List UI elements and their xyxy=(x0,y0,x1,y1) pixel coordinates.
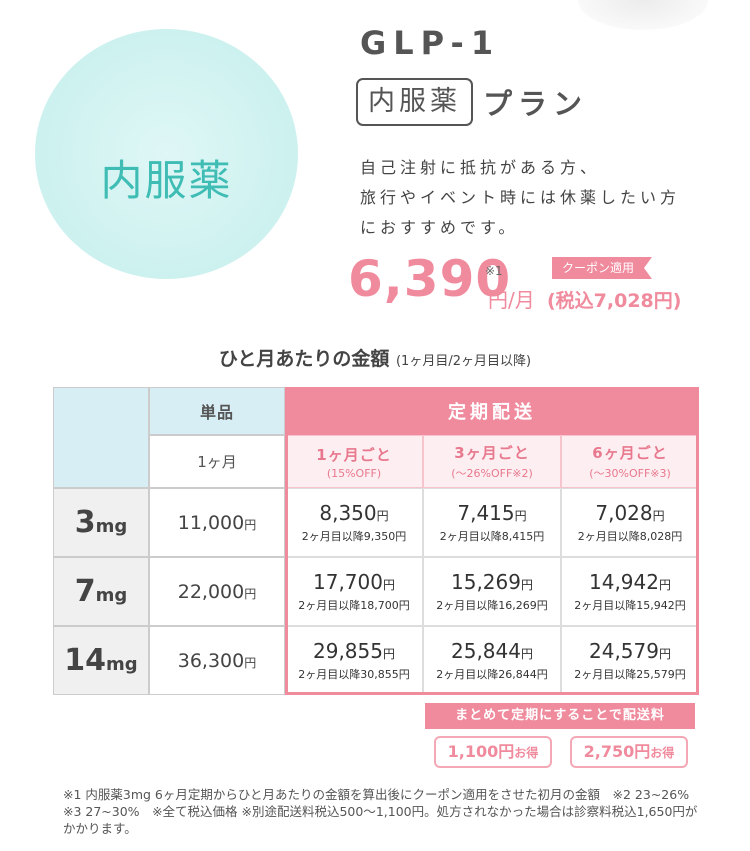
corner-cell xyxy=(53,387,149,488)
plan-header-6m: 6ヶ月ごと (〜30%OFF※3) xyxy=(561,435,699,488)
description-line: 自己注射に抵抗がある方、 xyxy=(360,158,601,177)
footnote: ※1 内服薬3mg 6ヶ月定期からひと月あたりの金額を算出後にクーポン適用をさせ… xyxy=(63,787,702,836)
table-title-note: (1ヶ月目/2ヶ月目以降) xyxy=(395,354,532,369)
price-note: ※1 xyxy=(485,264,503,278)
plan-description: 自己注射に抵抗がある方、 旅行やイベント時には休薬したい方 におすすめです。 xyxy=(360,153,680,243)
plan-subtitle: 内服薬 プラン xyxy=(356,78,588,126)
plan-header-3m: 3ヶ月ごと (〜26%OFF※2) xyxy=(423,435,561,488)
price-7mg-3m: 15,269円 2ヶ月目以降16,269円 xyxy=(423,557,561,626)
price-unit: 円/月 xyxy=(488,288,535,312)
subscription-header: 定期配送 xyxy=(285,387,699,435)
price-14mg-6m: 24,579円 2ヶ月目以降25,579円 xyxy=(561,626,699,695)
description-line: 旅行やイベント時には休薬したい方 xyxy=(360,188,681,207)
single-subheader: 1ヶ月 xyxy=(149,435,285,488)
price-14mg-3m: 25,844円 2ヶ月目以降26,844円 xyxy=(423,626,561,695)
plan-type-box: 内服薬 xyxy=(356,78,473,126)
monthly-price: 6,390 ※1 円/月 (税込7,028円) xyxy=(348,250,681,312)
price-amount: 6,390 xyxy=(348,250,512,308)
hero-circle: 内服薬 xyxy=(35,29,298,279)
table-title-text: ひと月あたりの金額 xyxy=(218,348,390,370)
plan-header-1m: 1ヶ月ごと (15%OFF) xyxy=(285,435,423,488)
plan-word: プラン xyxy=(483,87,589,121)
circle-label: 内服薬 xyxy=(100,156,233,205)
decorative-shadow xyxy=(578,0,708,30)
price-7mg-6m: 14,942円 2ヶ月目以降15,942円 xyxy=(561,557,699,626)
single-price-3mg: 11,000円 xyxy=(149,488,285,557)
price-3mg-6m: 7,028円 2ヶ月目以降8,028円 xyxy=(561,488,699,557)
table-title: ひと月あたりの金額 (1ヶ月目/2ヶ月目以降) xyxy=(0,344,750,371)
plan-title: GLP-1 xyxy=(360,24,501,62)
price-14mg-1m: 29,855円 2ヶ月目以降30,855円 xyxy=(285,626,423,695)
coupon-badge: クーポン適用 xyxy=(552,257,653,279)
dose-3mg: 3mg xyxy=(53,488,149,557)
single-price-14mg: 36,300円 xyxy=(149,626,285,695)
price-3mg-1m: 8,350円 2ヶ月目以降9,350円 xyxy=(285,488,423,557)
price-tax-included: (税込7,028円) xyxy=(547,290,682,312)
price-7mg-1m: 17,700円 2ヶ月目以降18,700円 xyxy=(285,557,423,626)
shipping-banner: まとめて定期にすることで配送料 xyxy=(425,703,695,729)
dose-7mg: 7mg xyxy=(53,557,149,626)
description-line: におすすめです。 xyxy=(360,218,519,237)
single-price-7mg: 22,000円 xyxy=(149,557,285,626)
price-3mg-3m: 7,415円 2ヶ月目以降8,415円 xyxy=(423,488,561,557)
shipping-saving-3m: 1,100円お得 xyxy=(434,736,552,768)
shipping-saving-6m: 2,750円お得 xyxy=(570,736,688,768)
single-header: 単品 xyxy=(149,387,285,435)
dose-14mg: 14mg xyxy=(53,626,149,695)
